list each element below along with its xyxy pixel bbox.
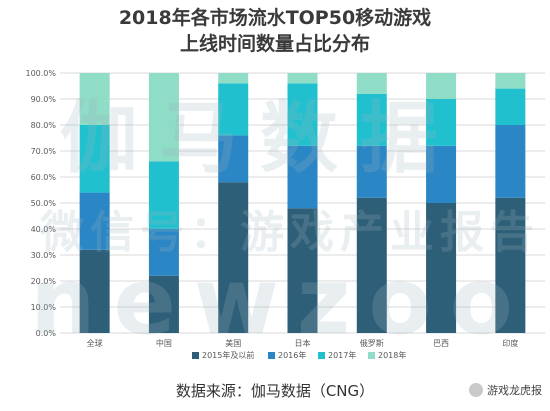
y-tick-label: 60.0% bbox=[31, 173, 57, 182]
bar-segment bbox=[495, 125, 526, 198]
y-tick-label: 50.0% bbox=[31, 199, 57, 208]
legend-swatch bbox=[192, 352, 199, 359]
legend-label: 2017年 bbox=[328, 350, 356, 360]
bar-segment bbox=[148, 275, 179, 333]
y-tick-label: 80.0% bbox=[31, 121, 57, 130]
bar-segment bbox=[79, 73, 110, 125]
chart-subtitle: 上线时间数量占比分布 bbox=[179, 33, 370, 55]
bar-segment bbox=[218, 135, 249, 183]
bar-segment bbox=[356, 73, 387, 94]
bar-segment bbox=[495, 88, 526, 125]
y-tick-label: 30.0% bbox=[31, 251, 57, 260]
y-tick-label: 90.0% bbox=[31, 95, 57, 104]
bar-segment bbox=[426, 99, 457, 146]
bar-segment bbox=[218, 73, 249, 84]
y-tick-label: 100.0% bbox=[25, 69, 56, 78]
account-badge[interactable]: 游戏龙虎报 bbox=[469, 382, 542, 398]
bar-segment bbox=[218, 83, 249, 136]
bar-segment bbox=[148, 161, 179, 229]
bar-segment bbox=[287, 73, 318, 84]
x-tick-label: 全球 bbox=[87, 338, 103, 348]
y-tick-label: 10.0% bbox=[31, 303, 57, 312]
x-tick-label: 日本 bbox=[295, 338, 311, 348]
y-tick-label: 0.0% bbox=[36, 329, 57, 338]
legend-label: 2016年 bbox=[278, 350, 306, 360]
x-tick-label: 美国 bbox=[225, 338, 241, 348]
bar-segment bbox=[148, 73, 179, 162]
bar-segment bbox=[79, 249, 110, 333]
bar-segment bbox=[426, 73, 457, 99]
bar-segment bbox=[495, 73, 526, 89]
data-source-note: 数据来源：伽马数据（CNG） bbox=[175, 382, 375, 400]
legend-label: 2015年及以前 bbox=[202, 350, 254, 360]
bar-segment bbox=[356, 145, 387, 198]
bar-segment bbox=[356, 93, 387, 146]
x-tick-label: 印度 bbox=[502, 338, 518, 348]
bar-segment bbox=[426, 203, 457, 333]
account-badge-label: 游戏龙虎报 bbox=[487, 384, 542, 397]
wechat-icon bbox=[469, 383, 483, 397]
x-tick-label: 俄罗斯 bbox=[360, 338, 384, 348]
y-tick-label: 40.0% bbox=[31, 225, 57, 234]
legend-swatch bbox=[368, 352, 375, 359]
bar-segment bbox=[287, 208, 318, 333]
y-tick-label: 70.0% bbox=[31, 147, 57, 156]
chart-title: 2018年各市场流水TOP50移动游戏 bbox=[118, 7, 432, 29]
bar-segment bbox=[287, 83, 318, 146]
bar-segment bbox=[218, 182, 249, 333]
bar-segment bbox=[79, 192, 110, 250]
x-tick-label: 中国 bbox=[156, 338, 172, 348]
bar-segment bbox=[148, 229, 179, 276]
legend-label: 2018年 bbox=[378, 350, 406, 360]
bar-segment bbox=[426, 145, 457, 203]
bar-segment bbox=[356, 197, 387, 333]
bar-segment bbox=[79, 125, 110, 193]
legend-swatch bbox=[268, 352, 275, 359]
legend-swatch bbox=[318, 352, 325, 359]
x-tick-label: 巴西 bbox=[433, 339, 449, 348]
bar-segment bbox=[495, 197, 526, 333]
bar-segment bbox=[287, 145, 318, 209]
y-tick-label: 20.0% bbox=[31, 277, 57, 286]
